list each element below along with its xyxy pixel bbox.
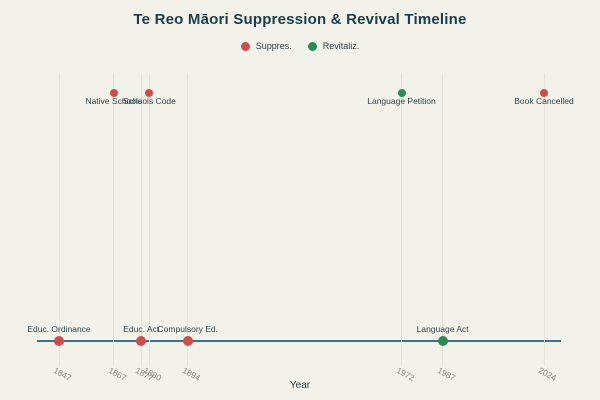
x-axis-title: Year bbox=[289, 380, 311, 391]
event-label: Native Schools bbox=[85, 96, 143, 106]
suppression-dot-icon bbox=[240, 41, 250, 51]
event-marker bbox=[136, 336, 147, 346]
legend-label-revival: Revitaliz. bbox=[322, 41, 360, 51]
event-marker bbox=[54, 336, 64, 346]
gridline bbox=[442, 73, 444, 365]
event-label: Schools Code bbox=[122, 96, 176, 106]
revival-dot-icon bbox=[307, 41, 317, 51]
chart-title: Te Reo Māori Suppression & Revival Timel… bbox=[133, 11, 467, 28]
event-marker bbox=[437, 336, 448, 346]
gridline bbox=[113, 73, 115, 365]
event-marker bbox=[109, 89, 118, 97]
gridline bbox=[148, 73, 150, 365]
gridline bbox=[543, 73, 545, 365]
gridline bbox=[140, 73, 142, 365]
gridline bbox=[187, 73, 189, 365]
event-marker bbox=[145, 89, 154, 97]
event-marker bbox=[182, 336, 193, 346]
gridline bbox=[58, 73, 60, 365]
event-label: Compulsory Ed. bbox=[157, 324, 219, 334]
event-label: Educ. Ordinance bbox=[27, 324, 91, 334]
legend-label-suppression: Suppres. bbox=[255, 41, 292, 51]
event-marker bbox=[540, 89, 548, 97]
legend-item-suppression: Suppres. bbox=[240, 41, 292, 51]
legend-item-revival: Revitaliz. bbox=[307, 41, 360, 51]
legend: Suppres. Revitaliz. bbox=[0, 41, 600, 51]
event-label: Language Act bbox=[416, 324, 469, 334]
gridline bbox=[401, 73, 402, 365]
event-marker bbox=[397, 89, 406, 97]
event-label: Language Petition bbox=[367, 96, 436, 106]
event-label: Educ. Act bbox=[123, 324, 160, 334]
timeline-axis bbox=[37, 340, 561, 342]
event-label: Book Cancelled bbox=[514, 96, 574, 106]
